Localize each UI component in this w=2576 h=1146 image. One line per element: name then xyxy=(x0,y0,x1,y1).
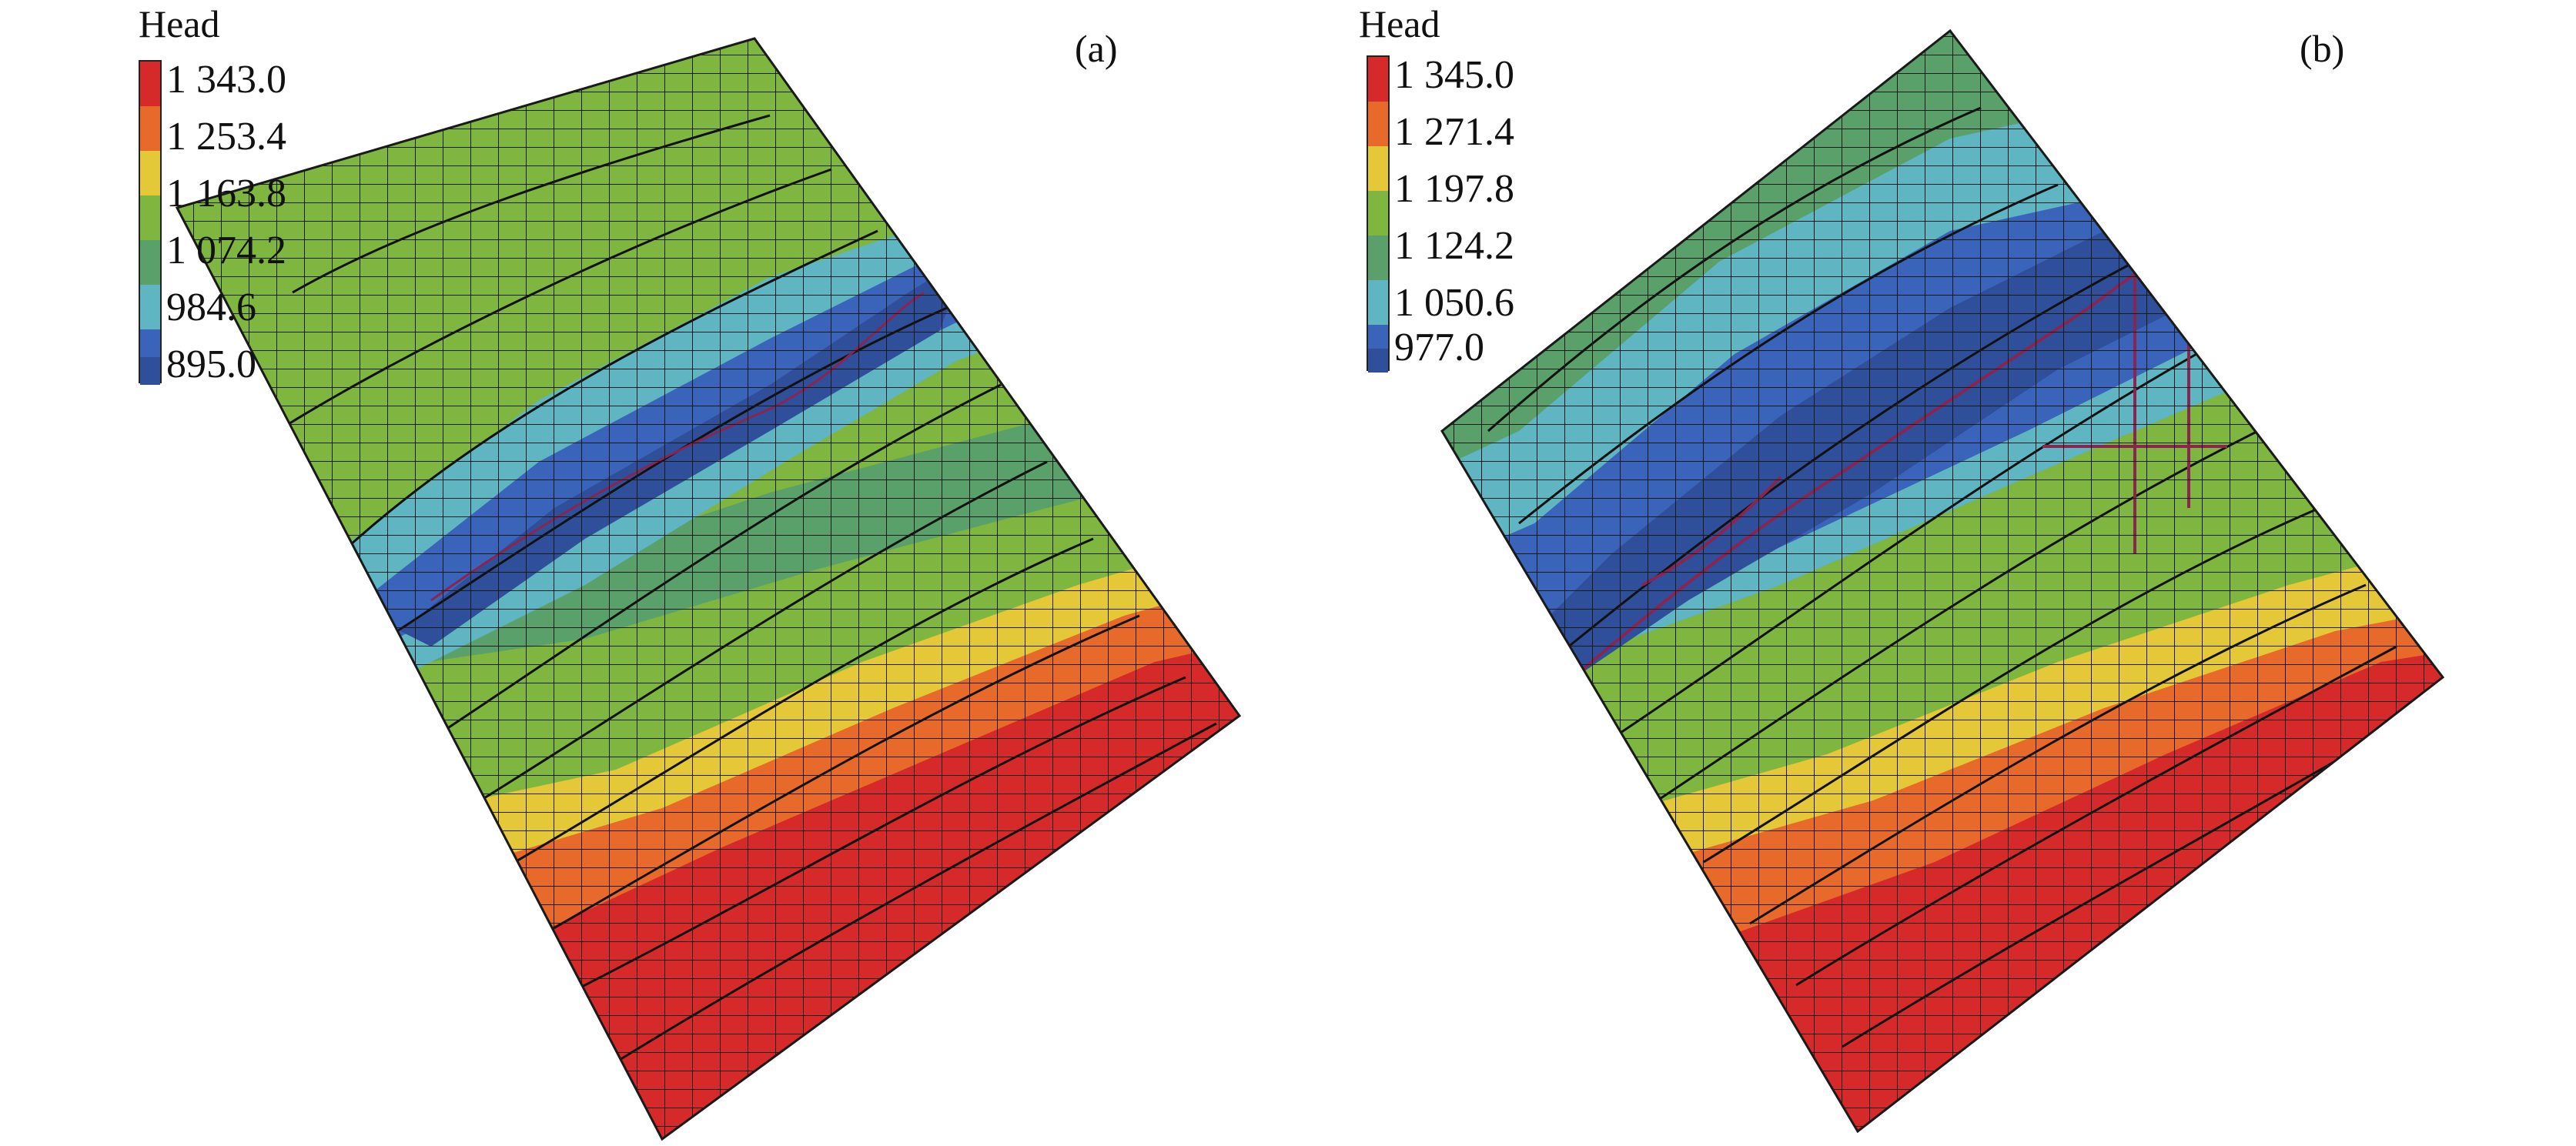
domain-outline-a xyxy=(175,37,1242,1141)
legend-swatch xyxy=(140,285,160,329)
legend-swatch xyxy=(1368,349,1388,373)
legend-swatch xyxy=(1368,146,1388,191)
legend-color-bar-a xyxy=(139,60,162,385)
legend-swatch xyxy=(140,240,160,285)
legend-label: 1 163.8 xyxy=(166,172,286,216)
panel-label-a: (a) xyxy=(1075,27,1118,70)
legend-label: 1 271.4 xyxy=(1394,110,1514,154)
legend-swatch xyxy=(1368,236,1388,280)
legend-swatch xyxy=(140,151,160,195)
legend-swatch xyxy=(1368,191,1388,236)
legend-label: 1 074.2 xyxy=(166,229,286,272)
panel-label-b: (b) xyxy=(2300,27,2345,70)
legend-swatch xyxy=(140,106,160,151)
legend-label: 1 124.2 xyxy=(1394,224,1514,268)
legend-swatch xyxy=(1368,325,1388,349)
legend-label: 1 050.6 xyxy=(1394,281,1514,325)
legend-swatch xyxy=(140,195,160,240)
head-contour-map-b xyxy=(1440,28,2445,1134)
legend-swatch xyxy=(1368,57,1388,102)
legend-label: 1 345.0 xyxy=(1394,53,1514,97)
legend-title-a: Head xyxy=(139,2,220,45)
legend-label: 895.0 xyxy=(166,342,256,386)
legend-label: 984.6 xyxy=(166,286,256,329)
legend-title-b: Head xyxy=(1359,2,1440,45)
legend-swatch xyxy=(1368,280,1388,325)
legend-swatch xyxy=(140,329,160,357)
legend-label: 1 343.0 xyxy=(166,58,286,102)
legend-label: 1 253.4 xyxy=(166,115,286,159)
legend-color-bar-b xyxy=(1367,55,1390,373)
legend-label: 977.0 xyxy=(1394,326,1484,369)
legend-swatch xyxy=(1368,102,1388,146)
legend-label: 1 197.8 xyxy=(1394,167,1514,211)
head-contour-map-a xyxy=(175,37,1242,1141)
legend-swatch xyxy=(140,357,160,385)
panel-a: Head 1 343.0 1 253.4 1 163.8 1 074.2 984… xyxy=(139,2,1242,1141)
domain-outline-b xyxy=(1440,28,2445,1134)
panel-b: Head 1 345.0 1 271.4 1 197.8 1 124.2 1 0… xyxy=(1288,0,2576,1146)
legend-swatch xyxy=(140,62,160,106)
